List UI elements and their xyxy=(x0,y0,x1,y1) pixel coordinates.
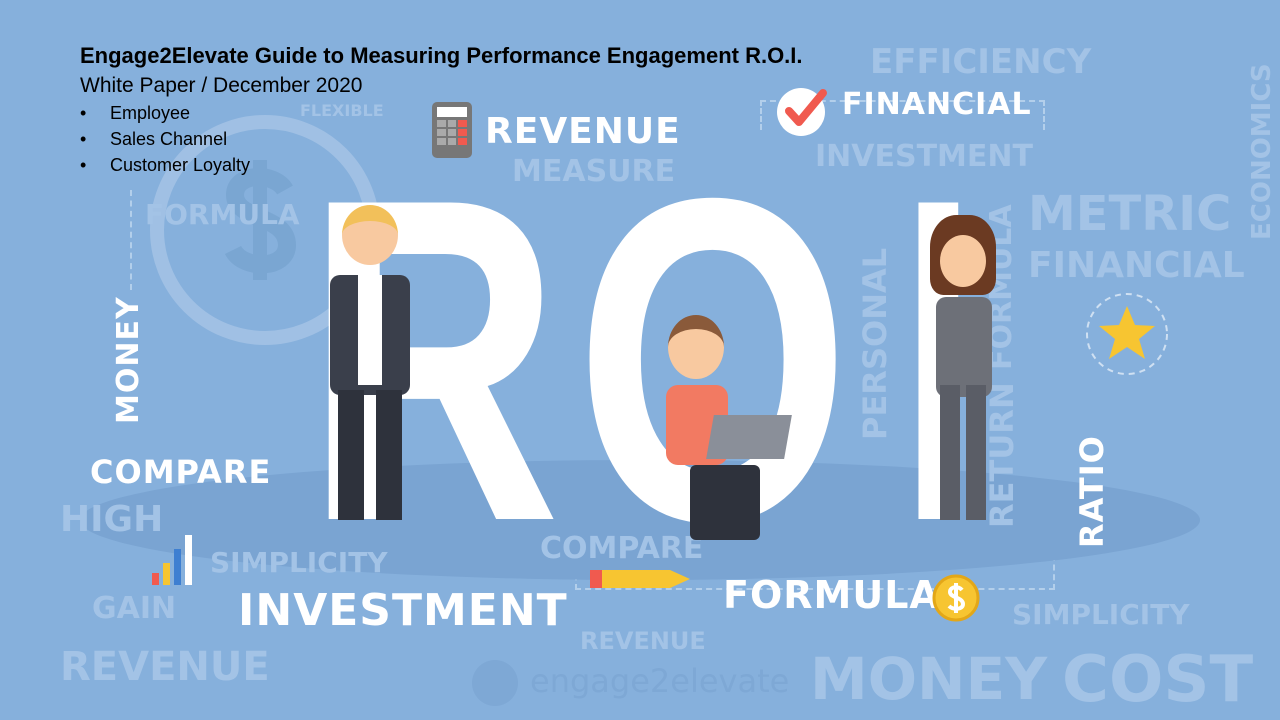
connector-line xyxy=(130,190,132,290)
star-icon xyxy=(1086,293,1168,375)
word-formula: FORMULA xyxy=(723,573,940,617)
word-ratio: RATIO xyxy=(1073,435,1111,548)
page-title: Engage2Elevate Guide to Measuring Perfor… xyxy=(80,43,803,68)
word-compare: COMPARE xyxy=(90,453,272,491)
word-revenue-bottom: REVENUE xyxy=(580,627,706,655)
coin-icon xyxy=(932,574,980,622)
bullet-item: • Customer Loyalty xyxy=(80,155,251,175)
bullet-item: • Sales Channel xyxy=(80,129,228,149)
word-simplicity-mid: SIMPLICITY xyxy=(210,546,388,579)
calculator-icon xyxy=(432,102,472,158)
word-compare-mid: COMPARE xyxy=(540,531,704,566)
word-high: HIGH xyxy=(60,499,164,540)
page-subtitle: White Paper / December 2020 xyxy=(80,74,363,97)
word-metric: METRIC xyxy=(1028,186,1232,242)
word-financial: FINANCIAL xyxy=(842,87,1032,122)
bar-chart-icon xyxy=(152,535,204,585)
word-money-mid: MONEY xyxy=(810,645,1048,713)
word-economics: ECONOMICS xyxy=(1247,63,1277,240)
word-money: MONEY xyxy=(111,296,146,424)
word-cost: COST xyxy=(1062,643,1254,717)
word-personal: PERSONAL xyxy=(856,247,894,440)
word-flexible: FLEXIBLE xyxy=(300,101,384,120)
word-financial-mid: FINANCIAL xyxy=(1028,245,1245,286)
man-standing-illustration xyxy=(320,205,440,535)
watermark-logo-icon xyxy=(472,660,518,706)
word-investment-faint: INVESTMENT xyxy=(815,139,1033,174)
word-efficiency: EFFICIENCY xyxy=(870,42,1092,82)
bullet-item: • Employee xyxy=(80,103,191,123)
watermark-text: engage2elevate xyxy=(530,662,790,700)
woman-standing-illustration xyxy=(900,215,1010,535)
bullet-list: • Employee • Sales Channel • Customer Loyal… xyxy=(80,103,251,182)
checkmark-icon xyxy=(777,88,827,136)
word-investment: INVESTMENT xyxy=(238,585,568,636)
word-formula-mid: FORMULA xyxy=(145,198,300,231)
word-measure: MEASURE xyxy=(512,154,676,189)
floor-ellipse xyxy=(80,460,1200,580)
word-revenue-mid: REVENUE xyxy=(60,644,270,690)
word-revenue: REVENUE xyxy=(485,111,681,152)
pencil-icon xyxy=(590,570,690,588)
man-sitting-laptop-illustration xyxy=(660,315,792,555)
word-gain: GAIN xyxy=(92,591,177,626)
dollar-sign-decoration xyxy=(224,160,297,280)
word-simplicity-bottom: SIMPLICITY xyxy=(1012,598,1190,631)
connector-line xyxy=(760,100,1045,130)
